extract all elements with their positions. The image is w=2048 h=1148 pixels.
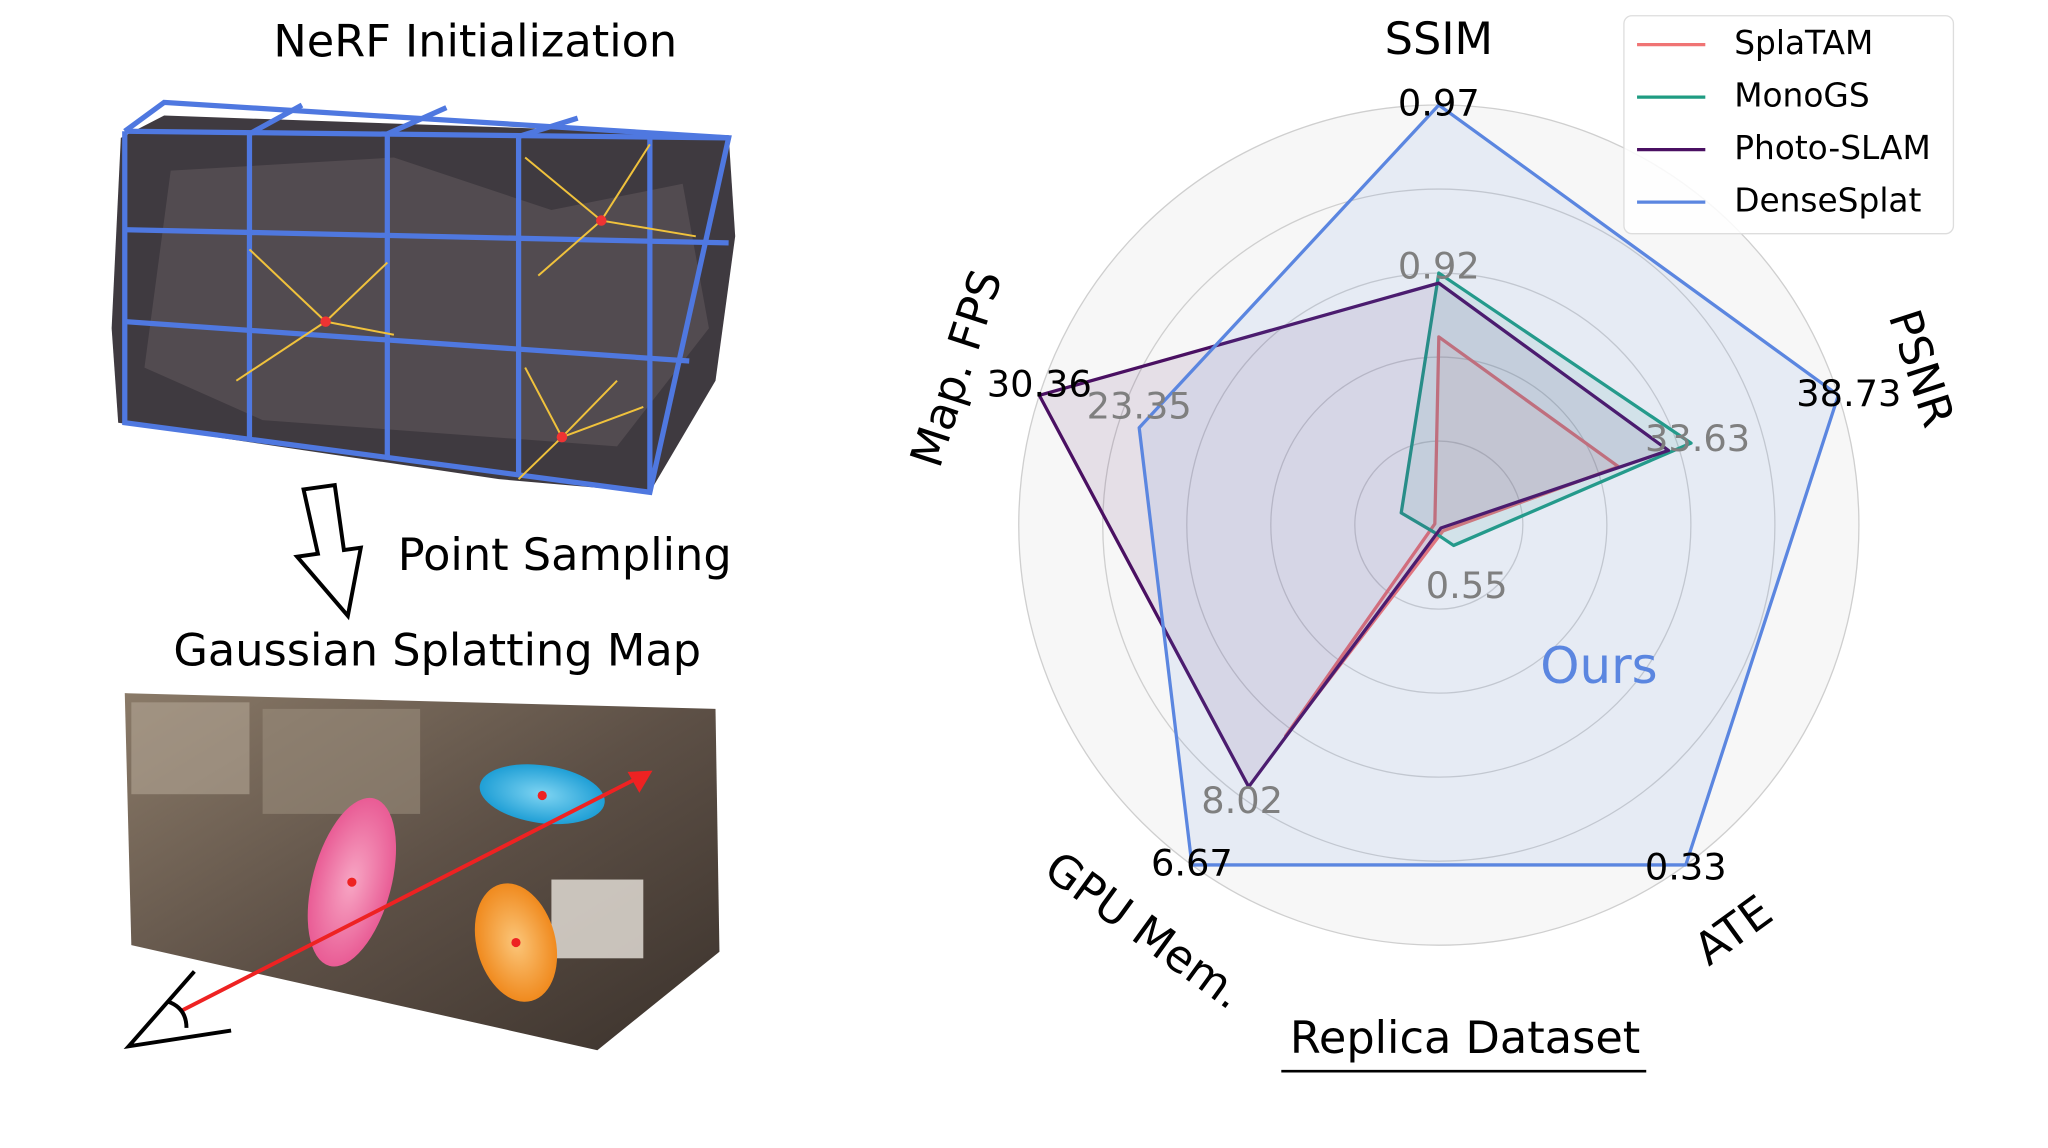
axis-label: SSIM bbox=[1385, 13, 1493, 65]
map-title: Gaussian Splatting Map bbox=[173, 625, 701, 677]
series-area bbox=[1285, 336, 1619, 736]
value-label: 33.63 bbox=[1645, 417, 1750, 460]
radar-background bbox=[1018, 105, 1859, 946]
value-label: 6.67 bbox=[1151, 841, 1233, 884]
value-label: 0.33 bbox=[1645, 845, 1727, 888]
grid-ring bbox=[1354, 440, 1524, 610]
legend-label: Photo-SLAM bbox=[1734, 129, 1931, 167]
legend-label: SplaTAM bbox=[1734, 24, 1873, 62]
grid-ring bbox=[1102, 188, 1776, 862]
series-outline bbox=[1037, 281, 1671, 789]
series-area bbox=[1401, 273, 1692, 546]
nerf-volume bbox=[111, 99, 736, 496]
series-area bbox=[1139, 105, 1839, 865]
series-area bbox=[1039, 283, 1669, 787]
value-label: 8.02 bbox=[1201, 779, 1283, 822]
series-outline bbox=[1137, 103, 1840, 867]
value-label: 30.36 bbox=[987, 363, 1092, 406]
series-outline bbox=[1399, 271, 1693, 548]
annotation: Ours bbox=[1540, 637, 1657, 695]
sampling-arrow bbox=[293, 482, 364, 621]
splat-map bbox=[123, 693, 720, 1051]
sampling-label: Point Sampling bbox=[398, 529, 732, 581]
nerf-title: NeRF Initialization bbox=[273, 16, 677, 68]
value-label: 0.55 bbox=[1426, 564, 1508, 607]
chart-title: Replica Dataset bbox=[1290, 1012, 1640, 1064]
axis-label: ATE bbox=[1685, 885, 1782, 976]
value-label: 0.92 bbox=[1398, 244, 1480, 287]
legend-label: DenseSplat bbox=[1734, 182, 1921, 220]
legend-label: MonoGS bbox=[1734, 77, 1869, 115]
value-label: 0.97 bbox=[1398, 82, 1480, 125]
value-label: 23.35 bbox=[1087, 385, 1192, 428]
value-label: 38.73 bbox=[1796, 372, 1901, 415]
legend-box bbox=[1623, 15, 1955, 235]
